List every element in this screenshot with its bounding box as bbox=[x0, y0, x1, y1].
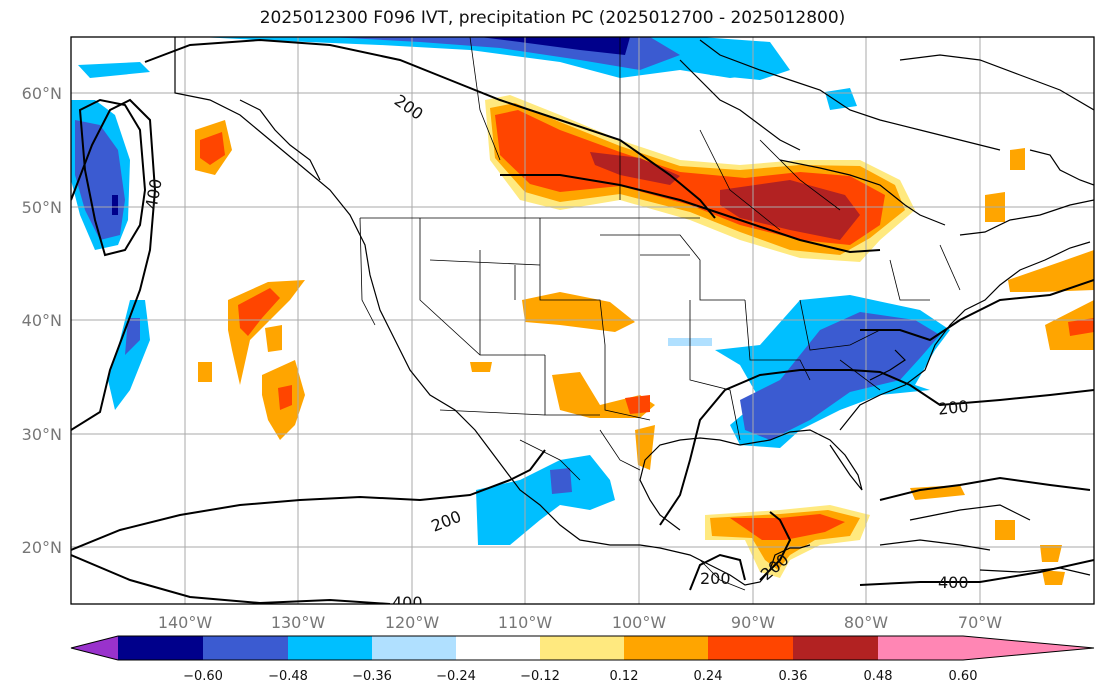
colorbar-segment-6 bbox=[540, 636, 624, 660]
map-plot-area: 200 400 200 200 400 200 200 400 bbox=[71, 37, 1094, 612]
map-title: 2025012300 F096 IVT, precipitation PC (2… bbox=[259, 8, 846, 28]
lat-label-40: 40°N bbox=[22, 311, 62, 330]
positive-anomaly-caribbean bbox=[705, 148, 1094, 585]
positive-anomaly-central bbox=[198, 280, 655, 470]
lon-label-120w: 120°W bbox=[385, 613, 440, 632]
longitude-labels: 140°W 130°W 120°W 110°W 100°W 90°W 80°W … bbox=[158, 613, 1002, 632]
colorbar-segment-7 bbox=[624, 636, 708, 660]
colorbar-tick-6: 0.12 bbox=[610, 669, 639, 684]
lon-label-90w: 90°W bbox=[731, 613, 775, 632]
colorbar-tick-1: −0.60 bbox=[183, 669, 223, 684]
colorbar-extend-min bbox=[71, 636, 118, 660]
colorbar-extend-max bbox=[963, 636, 1094, 660]
colorbar-tick-8: 0.36 bbox=[779, 669, 808, 684]
negative-anomaly-southeast bbox=[476, 295, 950, 545]
lon-label-100w: 100°W bbox=[612, 613, 667, 632]
lon-label-130w: 130°W bbox=[271, 613, 326, 632]
contour-label-200-atlantic: 200 bbox=[937, 397, 969, 419]
colorbar-tick-7: 0.24 bbox=[694, 669, 723, 684]
gridlines bbox=[71, 37, 1094, 604]
contour-label-200-gulf: 200 bbox=[700, 569, 731, 588]
latitude-labels: 20°N 30°N 40°N 50°N 60°N bbox=[22, 84, 62, 557]
ivt-contours bbox=[71, 38, 1094, 604]
contour-label-400-south: 400 bbox=[392, 593, 423, 612]
lon-label-110w: 110°W bbox=[498, 613, 553, 632]
colorbar-tick-3: −0.36 bbox=[352, 669, 392, 684]
lat-label-20: 20°N bbox=[22, 538, 62, 557]
contour-label-400-caribbean: 400 bbox=[938, 573, 969, 592]
colorbar-tick-9: 0.48 bbox=[864, 669, 893, 684]
coastlines bbox=[174, 37, 1094, 586]
lat-label-60: 60°N bbox=[22, 84, 62, 103]
colorbar-segment-8 bbox=[708, 636, 793, 660]
colorbar-segment-2 bbox=[203, 636, 288, 660]
colorbar-tick-4: −0.24 bbox=[436, 669, 476, 684]
colorbar-tick-10: 0.60 bbox=[949, 669, 978, 684]
positive-anomaly-canada bbox=[195, 95, 915, 262]
colorbar-segment-9 bbox=[793, 636, 878, 660]
colorbar-segment-3 bbox=[288, 636, 372, 660]
lon-label-140w: 140°W bbox=[158, 613, 213, 632]
political-borders bbox=[359, 37, 961, 591]
colorbar-segment-4 bbox=[372, 636, 456, 660]
colorbar-segment-10 bbox=[878, 636, 963, 660]
map-frame bbox=[70, 36, 1095, 605]
colorbar: −0.60 −0.48 −0.36 −0.24 −0.12 0.12 0.24 … bbox=[70, 635, 1095, 684]
negative-anomaly-north bbox=[78, 37, 857, 110]
colorbar-tick-5: −0.12 bbox=[520, 669, 560, 684]
colorbar-segment-5 bbox=[456, 636, 540, 660]
lon-label-70w: 70°W bbox=[958, 613, 1002, 632]
colorbar-tick-2: −0.48 bbox=[268, 669, 308, 684]
lat-label-50: 50°N bbox=[22, 198, 62, 217]
lon-label-80w: 80°W bbox=[844, 613, 888, 632]
colorbar-segment-1 bbox=[118, 636, 203, 660]
lat-label-30: 30°N bbox=[22, 425, 62, 444]
negative-anomaly-pacific bbox=[71, 100, 150, 410]
